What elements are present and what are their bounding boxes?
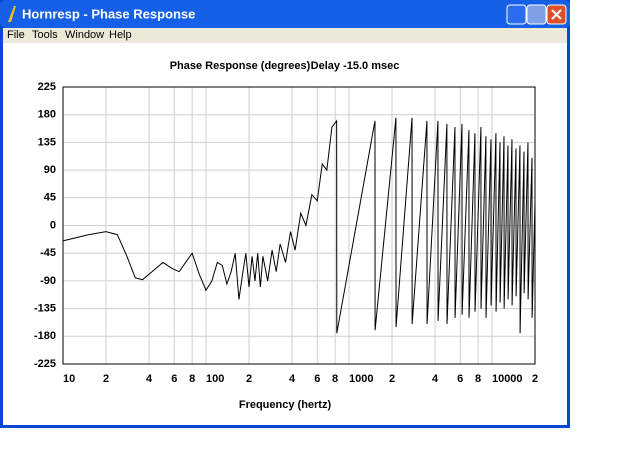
y-tick-label: -90 <box>40 275 56 287</box>
y-tick-label: -180 <box>34 330 56 342</box>
x-axis-label: Frequency (hertz) <box>239 399 332 411</box>
y-tick-label: -45 <box>40 247 56 259</box>
y-tick-label: 135 <box>38 136 56 148</box>
title-bar <box>0 0 570 28</box>
menu-item[interactable]: Tools <box>32 29 58 41</box>
y-tick-label: -135 <box>34 303 56 315</box>
y-tick-label: 180 <box>38 109 56 121</box>
minimize-button[interactable] <box>506 4 527 25</box>
y-tick-label: 90 <box>44 164 56 176</box>
window-title: Hornresp - Phase Response <box>22 6 195 21</box>
chart-annotation: Delay -15.0 msec <box>311 60 400 72</box>
app-icon <box>8 6 16 22</box>
x-tick-label: 4 <box>146 373 153 385</box>
x-tick-label: 2 <box>246 373 252 385</box>
menu-item[interactable]: Window <box>65 29 104 41</box>
x-tick-label: 2 <box>532 373 538 385</box>
maximize-button[interactable] <box>526 4 547 25</box>
x-tick-label: 10000 <box>492 373 523 385</box>
x-tick-label: 2 <box>389 373 395 385</box>
menu-item[interactable]: File <box>7 29 25 41</box>
x-tick-label: 4 <box>432 373 439 385</box>
x-tick-label: 6 <box>171 373 177 385</box>
y-tick-label: 0 <box>50 219 56 231</box>
x-tick-label: 100 <box>206 373 224 385</box>
x-tick-label: 4 <box>289 373 296 385</box>
chart-title: Phase Response (degrees) <box>170 60 311 72</box>
x-tick-label: 6 <box>457 373 463 385</box>
x-tick-label: 1000 <box>349 373 373 385</box>
x-tick-label: 6 <box>314 373 320 385</box>
phase-line <box>62 117 536 334</box>
y-tick-label: -225 <box>34 358 56 370</box>
menu-bar <box>3 28 567 43</box>
x-tick-label: 10 <box>63 373 75 385</box>
plot-border <box>62 86 536 365</box>
y-tick-label: 225 <box>38 81 56 93</box>
x-tick-label: 2 <box>103 373 109 385</box>
menu-item[interactable]: Help <box>109 29 132 41</box>
x-tick-label: 8 <box>332 373 338 385</box>
x-tick-label: 8 <box>475 373 481 385</box>
close-icon <box>551 9 562 20</box>
y-tick-label: 45 <box>44 192 56 204</box>
x-tick-label: 8 <box>189 373 195 385</box>
